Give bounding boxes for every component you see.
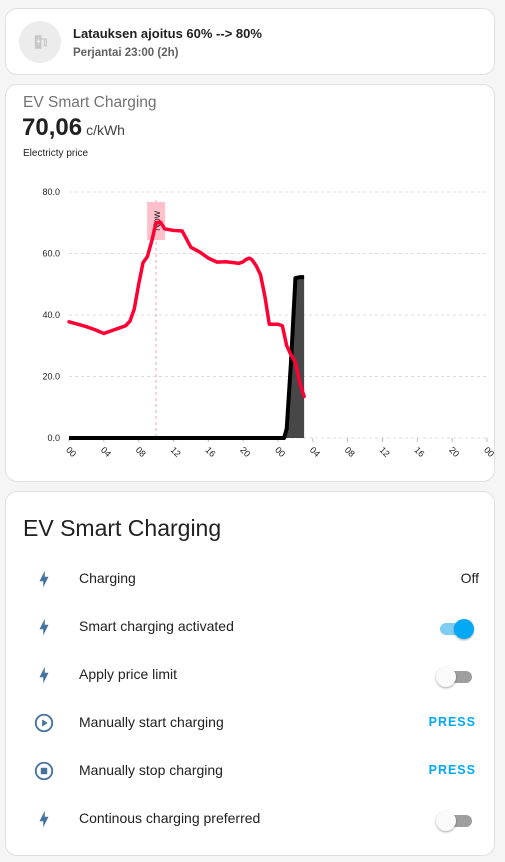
x-tick-label: 12 — [169, 445, 183, 459]
row-label: Manually start charging — [79, 714, 224, 730]
stop-charging-press-button[interactable]: PRESS — [428, 763, 476, 777]
price-chart: 0.0 20.0 40.0 60.0 80.0 00 04 08 12 16 20 00 04 08 12 1… — [42, 187, 496, 459]
lightning-bolt-icon — [32, 615, 56, 639]
row-manual-start[interactable]: Manually start charging PRESS — [6, 703, 494, 743]
price-line — [67, 220, 280, 336]
play-circle-icon — [32, 711, 56, 735]
price-chart-card: 0.0 20.0 40.0 60.0 80.0 00 04 08 12 16 20 00 04 08 12 1… — [5, 84, 496, 482]
row-continuous-charging[interactable]: Continous charging preferred — [6, 799, 494, 839]
x-tick-label: 00 — [64, 445, 78, 459]
x-tick-label: 00 — [273, 445, 287, 459]
row-charging[interactable]: Charging Off — [6, 559, 494, 599]
lightning-bolt-icon — [32, 807, 56, 831]
x-tick-label: 12 — [378, 445, 392, 459]
schedule-title: Latauksen ajoitus 60% --> 80% — [73, 26, 262, 41]
smart-charging-toggle[interactable] — [436, 618, 474, 639]
price-line-tomorrow — [276, 322, 306, 399]
x-tick-label: 16 — [412, 445, 426, 459]
schedule-subtitle: Perjantai 23:00 (2h) — [73, 47, 179, 59]
y-tick-label: 20.0 — [42, 372, 60, 382]
row-label: Apply price limit — [79, 666, 178, 682]
row-label: Charging — [79, 570, 136, 586]
ev-station-icon — [19, 21, 61, 63]
charging-line — [69, 275, 305, 440]
y-tick-label: 40.0 — [42, 310, 60, 320]
row-smart-charging[interactable]: Smart charging activated — [6, 607, 494, 647]
price-limit-toggle[interactable] — [436, 666, 474, 687]
row-manual-stop[interactable]: Manually stop charging PRESS — [6, 751, 494, 791]
y-tick-label: 0.0 — [47, 433, 60, 443]
y-tick-label: 60.0 — [42, 249, 60, 259]
toggle-knob — [454, 619, 474, 639]
charging-state[interactable]: Off — [460, 570, 479, 586]
charging-area — [69, 277, 305, 438]
lightning-bolt-icon — [32, 663, 56, 687]
toggle-knob — [436, 667, 456, 687]
start-charging-press-button[interactable]: PRESS — [428, 715, 476, 729]
entities-title: EV Smart Charging — [23, 515, 222, 541]
stop-circle-icon — [32, 759, 56, 783]
row-label: Manually stop charging — [79, 762, 223, 778]
price-value: 70,06 — [22, 114, 83, 141]
chart-title: EV Smart Charging — [23, 94, 157, 111]
lightning-bolt-icon — [32, 567, 56, 591]
price-label: Electricty price — [23, 148, 89, 159]
x-tick-label: 16 — [203, 445, 217, 459]
continuous-charging-toggle[interactable] — [436, 810, 474, 831]
x-tick-label: 08 — [343, 445, 357, 459]
current-price: 70,06 c/kWh — [22, 114, 125, 142]
y-tick-label: 80.0 — [42, 187, 60, 197]
x-tick-label: 00 — [482, 445, 496, 459]
x-tick-label: 20 — [238, 445, 252, 459]
x-tick-label: 04 — [99, 445, 113, 459]
charging-schedule-card[interactable]: Latauksen ajoitus 60% --> 80% Perjantai … — [5, 8, 495, 75]
entities-card: EV Smart Charging Charging Off Smart cha… — [5, 491, 495, 856]
x-tick-label: 20 — [447, 445, 461, 459]
row-label: Smart charging activated — [79, 618, 234, 634]
row-label: Continous charging preferred — [79, 810, 261, 826]
x-tick-label: 08 — [134, 445, 148, 459]
price-unit: c/kWh — [86, 122, 125, 138]
toggle-knob — [436, 811, 456, 831]
x-tick-label: 04 — [308, 445, 322, 459]
row-price-limit[interactable]: Apply price limit — [6, 655, 494, 695]
